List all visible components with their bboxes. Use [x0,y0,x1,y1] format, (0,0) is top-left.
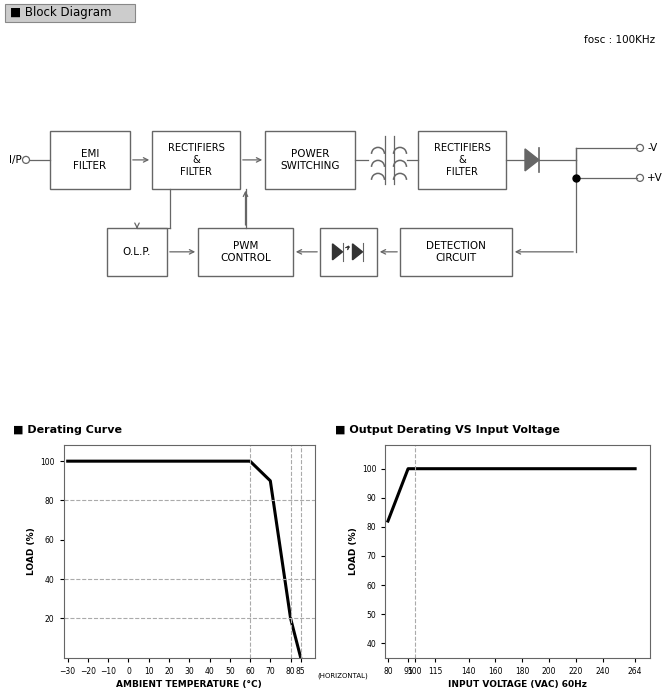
Text: O.L.P.: O.L.P. [123,247,151,257]
Text: ■ Block Diagram: ■ Block Diagram [10,6,111,19]
Text: +V: +V [647,173,663,183]
Bar [265,131,355,189]
Text: ■ Output Derating VS Input Voltage: ■ Output Derating VS Input Voltage [335,425,560,435]
X-axis label: INPUT VOLTAGE (VAC) 60Hz: INPUT VOLTAGE (VAC) 60Hz [448,680,587,689]
Text: PWM
CONTROL: PWM CONTROL [220,241,271,263]
Polygon shape [525,149,539,171]
X-axis label: AMBIENT TEMPERATURE (°C): AMBIENT TEMPERATURE (°C) [117,680,262,689]
Bar [320,228,377,276]
Text: EMI
FILTER: EMI FILTER [74,149,107,171]
Polygon shape [352,244,362,260]
Text: (HORIZONTAL): (HORIZONTAL) [318,672,368,679]
Text: DETECTION
CIRCUIT: DETECTION CIRCUIT [426,241,486,263]
Bar [400,228,512,276]
Text: ■ Derating Curve: ■ Derating Curve [13,425,123,435]
Bar [418,131,506,189]
Y-axis label: LOAD (%): LOAD (%) [348,528,358,576]
Text: fosc : 100KHz: fosc : 100KHz [584,35,655,45]
Bar [107,228,167,276]
Text: POWER
SWITCHING: POWER SWITCHING [280,149,340,171]
Text: I/P: I/P [9,155,22,165]
Bar [198,228,293,276]
Text: RECTIFIERS
&
FILTER: RECTIFIERS & FILTER [168,143,224,177]
Text: RECTIFIERS
&
FILTER: RECTIFIERS & FILTER [433,143,490,177]
Bar [50,131,130,189]
Y-axis label: LOAD (%): LOAD (%) [27,528,36,576]
Bar [5,4,135,22]
Bar [152,131,240,189]
Text: -V: -V [647,143,657,153]
Polygon shape [332,244,342,260]
